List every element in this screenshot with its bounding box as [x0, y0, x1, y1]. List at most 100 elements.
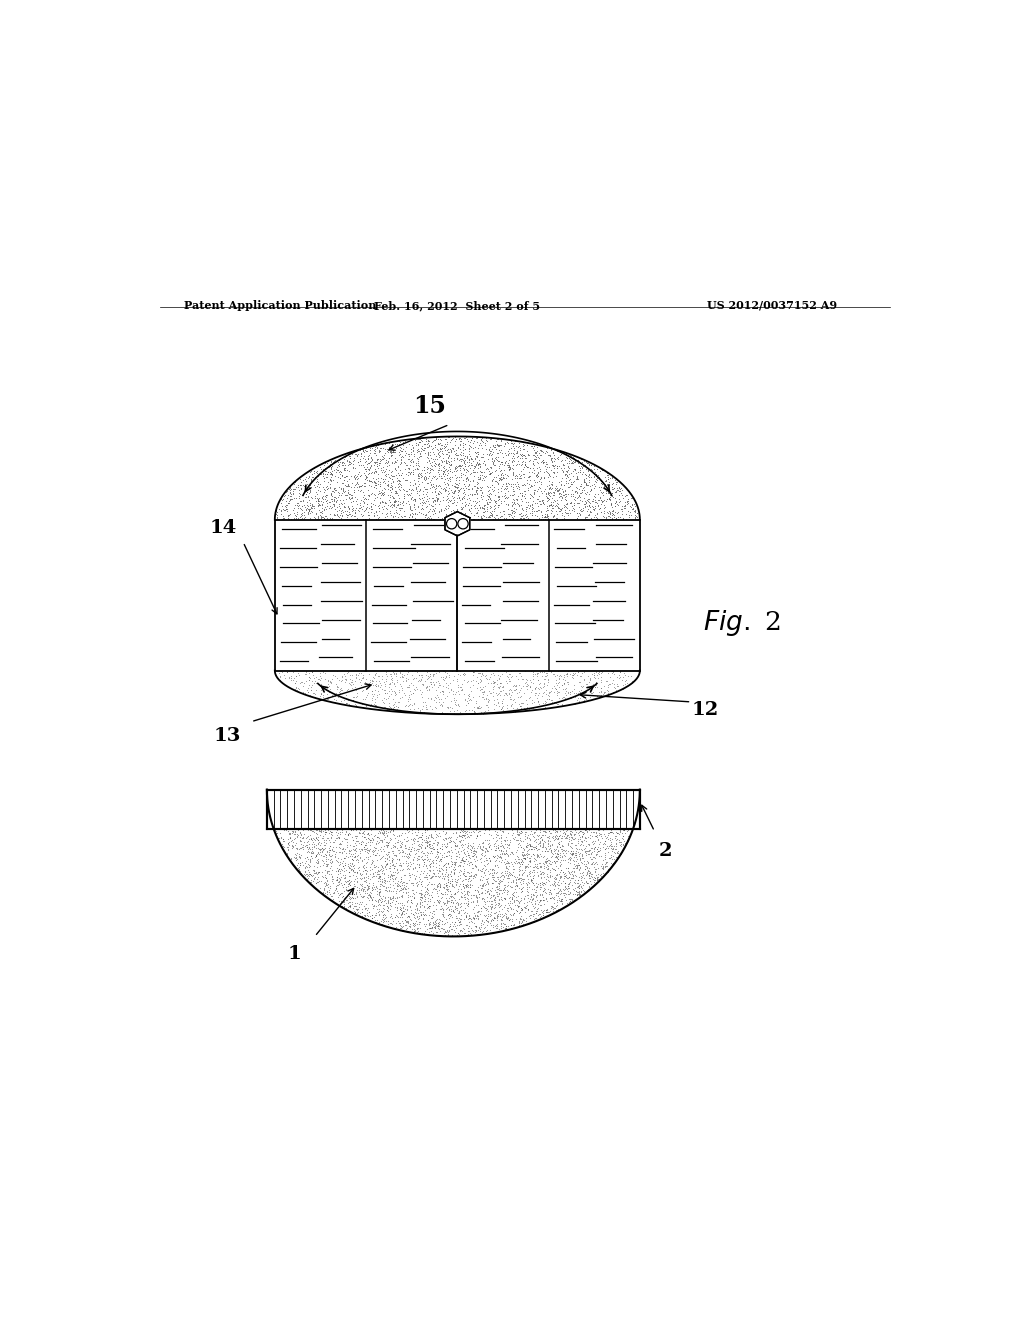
Point [464, 484, 480, 506]
Point [324, 496, 340, 517]
Point [428, 866, 444, 887]
Point [602, 803, 618, 824]
Point [541, 814, 557, 836]
Point [499, 858, 515, 879]
Point [318, 785, 335, 807]
Point [601, 506, 617, 527]
Point [504, 447, 520, 469]
Point [367, 795, 383, 816]
Point [571, 875, 588, 896]
Point [478, 909, 495, 931]
Point [428, 846, 444, 867]
Point [328, 459, 344, 480]
Point [586, 664, 602, 685]
Point [366, 442, 382, 463]
Point [404, 849, 421, 870]
Point [471, 814, 487, 836]
Point [461, 846, 477, 867]
Point [512, 867, 528, 888]
Point [482, 824, 499, 845]
Point [593, 677, 609, 698]
Point [417, 433, 433, 454]
Point [461, 789, 477, 810]
Point [370, 697, 386, 718]
Point [422, 917, 438, 939]
Point [381, 841, 397, 862]
Point [359, 804, 376, 825]
Point [574, 879, 591, 900]
Point [333, 873, 349, 894]
Point [509, 816, 525, 837]
Point [282, 828, 298, 849]
Point [571, 783, 588, 804]
Point [307, 680, 324, 701]
Point [407, 490, 423, 511]
Point [446, 693, 463, 714]
Point [283, 847, 299, 869]
Point [458, 904, 474, 925]
Point [516, 463, 532, 484]
Point [393, 665, 410, 686]
Point [352, 869, 369, 890]
Point [421, 451, 437, 473]
Point [352, 480, 369, 502]
Point [297, 863, 313, 884]
Point [349, 664, 366, 685]
Point [561, 890, 578, 911]
Point [342, 809, 358, 830]
Point [480, 673, 497, 694]
Point [391, 498, 408, 519]
Point [528, 795, 545, 816]
Point [290, 797, 306, 818]
Point [274, 801, 291, 822]
Point [474, 784, 490, 805]
Point [507, 810, 523, 832]
Point [497, 504, 513, 525]
Point [470, 673, 486, 694]
Point [525, 668, 542, 689]
Point [461, 845, 477, 866]
Point [616, 491, 633, 512]
Point [512, 465, 528, 486]
Point [327, 685, 343, 706]
Point [332, 833, 348, 854]
Point [530, 499, 547, 520]
Point [592, 869, 608, 890]
Point [378, 876, 394, 898]
Point [479, 444, 496, 465]
Point [423, 812, 439, 833]
Point [406, 437, 422, 458]
Point [515, 813, 531, 834]
Point [599, 825, 615, 846]
Point [477, 813, 494, 834]
Point [506, 447, 522, 469]
Point [316, 821, 333, 842]
Point [453, 812, 469, 833]
Point [424, 473, 440, 494]
Point [324, 869, 340, 890]
Point [419, 677, 435, 698]
Point [336, 896, 352, 917]
Point [485, 902, 502, 923]
Point [376, 788, 392, 809]
Point [474, 840, 490, 861]
Point [600, 482, 616, 503]
Point [476, 432, 493, 453]
Point [376, 911, 392, 932]
Point [385, 855, 401, 876]
Point [431, 892, 447, 913]
Point [541, 457, 557, 478]
Point [409, 825, 425, 846]
Point [568, 838, 585, 859]
Point [282, 488, 298, 510]
Point [338, 484, 354, 506]
Point [601, 503, 617, 524]
Point [477, 841, 494, 862]
Point [389, 873, 406, 894]
Point [466, 840, 482, 861]
Point [446, 853, 463, 874]
Point [351, 803, 368, 824]
Point [555, 454, 571, 475]
Point [546, 457, 562, 478]
Point [510, 807, 526, 828]
